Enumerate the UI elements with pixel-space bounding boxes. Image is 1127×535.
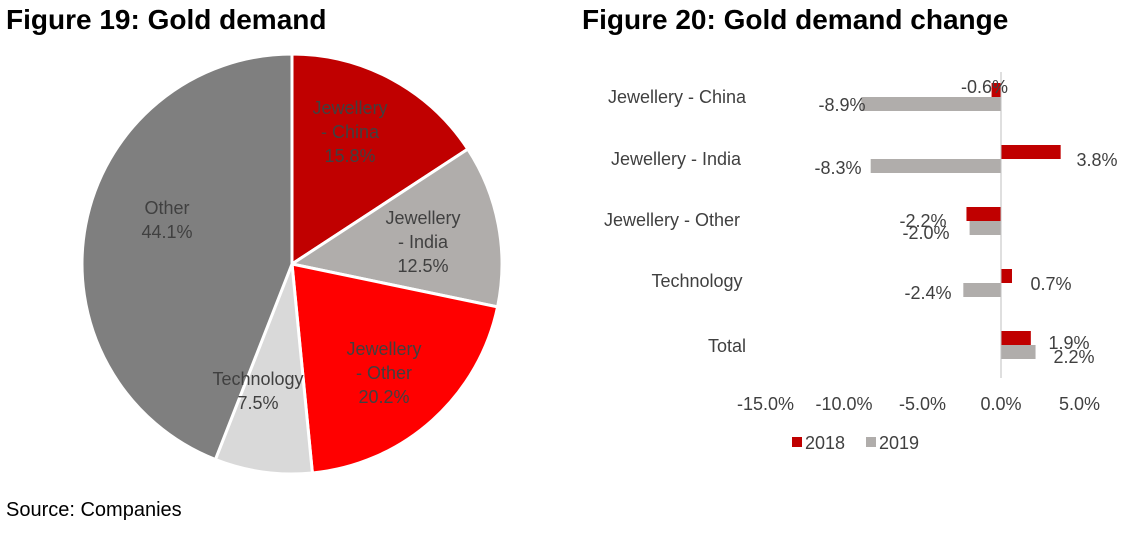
legend-label-2018: 2018 xyxy=(805,433,845,453)
figure19-title: Figure 19: Gold demand xyxy=(6,4,327,35)
category-label: Technology xyxy=(651,271,742,291)
bar-2018-1 xyxy=(1001,145,1061,159)
category-label: Total xyxy=(708,336,746,356)
category-label: Jewellery - India xyxy=(611,149,742,169)
bar-2018-3 xyxy=(1001,269,1012,283)
data-label-2018-1: 3.8% xyxy=(1076,150,1117,170)
bar-2018-2 xyxy=(966,207,1001,221)
x-tick-label: -15.0% xyxy=(737,394,794,414)
figure20-title: Figure 20: Gold demand change xyxy=(582,4,1009,35)
bar-2018-0 xyxy=(991,83,1001,97)
bar-2019-2 xyxy=(969,221,1001,235)
bar-2019-1 xyxy=(870,159,1001,173)
x-tick-label: 5.0% xyxy=(1059,394,1100,414)
bar-chart: Jewellery - China Jewellery - India Jewell… xyxy=(604,72,1118,453)
pie-slice-2 xyxy=(290,262,500,475)
pie-slice-0 xyxy=(290,52,470,267)
category-label: Jewellery - China xyxy=(608,87,747,107)
x-tick-label: -5.0% xyxy=(899,394,946,414)
data-label-2018-3: 0.7% xyxy=(1030,274,1071,294)
data-label-2019-0: -8.9% xyxy=(818,95,865,115)
legend-label-2019: 2019 xyxy=(879,433,919,453)
pie-label-4: Other 44.1% xyxy=(141,198,192,242)
data-label-2018-4: 1.9% xyxy=(1048,333,1089,353)
bar-2019-0 xyxy=(861,97,1001,111)
pie-slice-1 xyxy=(288,147,504,309)
pie-label-1: Jewellery - India 12.5% xyxy=(385,208,460,276)
source-note: Source: Companies xyxy=(6,499,182,521)
legend-swatch-2019 xyxy=(866,437,876,447)
legend-swatch-2018 xyxy=(792,437,802,447)
data-label-2019-1: -8.3% xyxy=(814,158,861,178)
pie-slice-3 xyxy=(213,263,315,476)
data-label-2018-0: -0.6% xyxy=(961,77,1008,97)
x-tick-label: -10.0% xyxy=(815,394,872,414)
data-label-2019-3: -2.4% xyxy=(904,283,951,303)
bar-2018-4 xyxy=(1001,331,1031,345)
bar-2019-4 xyxy=(1001,345,1036,359)
pie-slice-4 xyxy=(80,52,294,462)
pie-label-0: Jewellery - China 15.8% xyxy=(312,98,387,166)
data-label-2019-4: 2.2% xyxy=(1053,347,1094,367)
data-label-2019-2: -2.0% xyxy=(902,223,949,243)
x-tick-label: 0.0% xyxy=(980,394,1021,414)
pie-label-3: Technology 7.5% xyxy=(212,369,303,413)
pie-label-2: Jewellery - Other 20.2% xyxy=(346,339,421,407)
category-label: Jewellery - Other xyxy=(604,210,740,230)
pie-chart: Jewellery - China 15.8% Jewellery - India 12.… xyxy=(80,52,504,476)
data-label-2018-2: -2.2% xyxy=(899,211,946,231)
bar-2019-3 xyxy=(963,283,1001,297)
